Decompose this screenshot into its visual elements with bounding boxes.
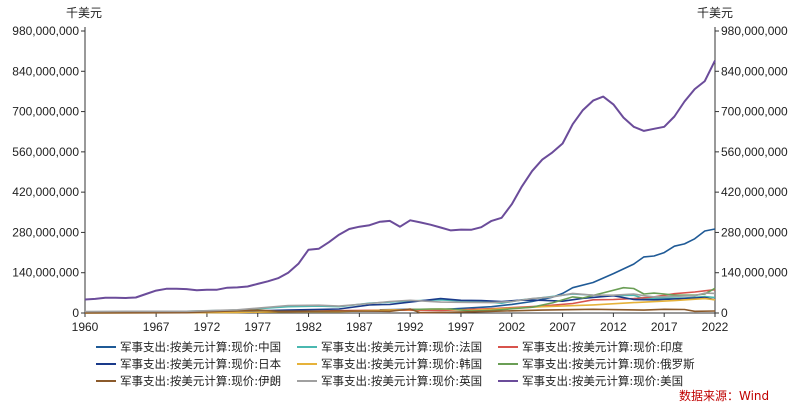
legend: 军事支出:按美元计算:现价:中国 军事支出:按美元计算:现价:法国 军事支出:按美元… — [96, 340, 695, 388]
x-tick-label: 2022 — [702, 320, 729, 334]
x-tick-label: 1992 — [397, 320, 424, 334]
y-tick-label-right: 280,000,000 — [721, 225, 788, 239]
x-tick-label: 1972 — [194, 320, 221, 334]
y-tick-label-left: 140,000,000 — [12, 266, 79, 280]
legend-label: 军事支出:按美元计算:现价:伊朗 — [120, 374, 281, 388]
legend-label: 军事支出:按美元计算:现价:中国 — [120, 340, 281, 354]
y-tick-label-right: 560,000,000 — [721, 145, 788, 159]
series-layer — [84, 60, 716, 314]
legend-label: 军事支出:按美元计算:现价:法国 — [321, 340, 482, 354]
x-tick-label: 1997 — [448, 320, 475, 334]
data-source: 数据来源：Wind — [679, 388, 769, 403]
y-tick-label-left: 0 — [72, 306, 79, 320]
x-tick-label: 2012 — [600, 320, 627, 334]
y-tick-label-right: 840,000,000 — [721, 64, 788, 78]
series-line — [84, 60, 716, 301]
x-tick-label: 1967 — [143, 320, 170, 334]
legend-label: 军事支出:按美元计算:现价:英国 — [321, 374, 482, 388]
legend-label: 军事支出:按美元计算:现价:韩国 — [321, 357, 482, 371]
y-axis-unit-right: 千美元 — [697, 6, 733, 20]
series-line — [379, 228, 716, 311]
y-tick-label-left: 420,000,000 — [12, 185, 79, 199]
x-tick-label: 1982 — [295, 320, 322, 334]
x-tick-label: 1977 — [244, 320, 271, 334]
series-line — [84, 308, 716, 314]
y-tick-label-right: 140,000,000 — [721, 266, 788, 280]
x-tick-label: 2007 — [549, 320, 576, 334]
x-tick-label: 2002 — [498, 320, 525, 334]
y-axis-unit-left: 千美元 — [66, 6, 102, 20]
series-line — [84, 294, 716, 314]
legend-label: 军事支出:按美元计算:现价:日本 — [120, 357, 282, 371]
legend-label: 军事支出:按美元计算:现价:美国 — [522, 374, 683, 388]
series-line — [84, 292, 716, 313]
y-tick-label-left: 700,000,000 — [12, 105, 79, 119]
x-tick-label: 2017 — [651, 320, 678, 334]
legend-label: 军事支出:按美元计算:现价:俄罗斯 — [522, 357, 695, 371]
y-tick-label-left: 560,000,000 — [12, 145, 79, 159]
y-tick-label-right: 420,000,000 — [721, 185, 788, 199]
y-tick-label-right: 700,000,000 — [721, 105, 788, 119]
legend-label: 军事支出:按美元计算:现价:印度 — [522, 340, 684, 354]
y-tick-label-right: 0 — [721, 306, 728, 320]
x-tick-label: 1960 — [72, 320, 99, 334]
y-tick-label-left: 280,000,000 — [12, 225, 79, 239]
y-tick-label-left: 840,000,000 — [12, 64, 79, 78]
series-line — [84, 293, 716, 313]
y-tick-label-right: 980,000,000 — [721, 24, 788, 38]
x-tick-label: 1987 — [346, 320, 373, 334]
axes: 0 0 140,000,000 140,000,000 280,000,000 280,0… — [12, 24, 788, 334]
y-tick-label-left: 980,000,000 — [12, 24, 79, 38]
